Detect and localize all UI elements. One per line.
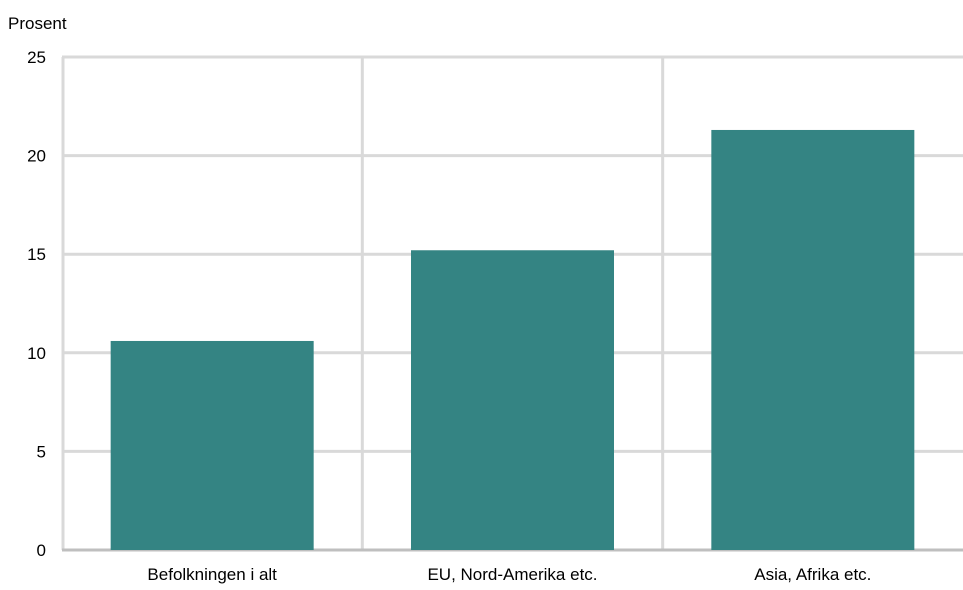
bar <box>411 250 614 551</box>
y-tick-label: 15 <box>27 245 46 264</box>
x-tick-label: EU, Nord-Amerika etc. <box>427 565 597 584</box>
bar <box>110 340 314 550</box>
y-tick-label: 25 <box>27 48 46 67</box>
y-unit-label: Prosent <box>8 14 67 33</box>
y-tick-label: 0 <box>37 541 46 560</box>
y-tick-label: 20 <box>27 147 46 166</box>
x-tick-label: Befolkningen i alt <box>147 565 277 584</box>
y-tick-label: 10 <box>27 344 46 363</box>
x-tick-label: Asia, Afrika etc. <box>754 565 871 584</box>
bar <box>711 129 915 551</box>
y-tick-label: 5 <box>37 442 46 461</box>
